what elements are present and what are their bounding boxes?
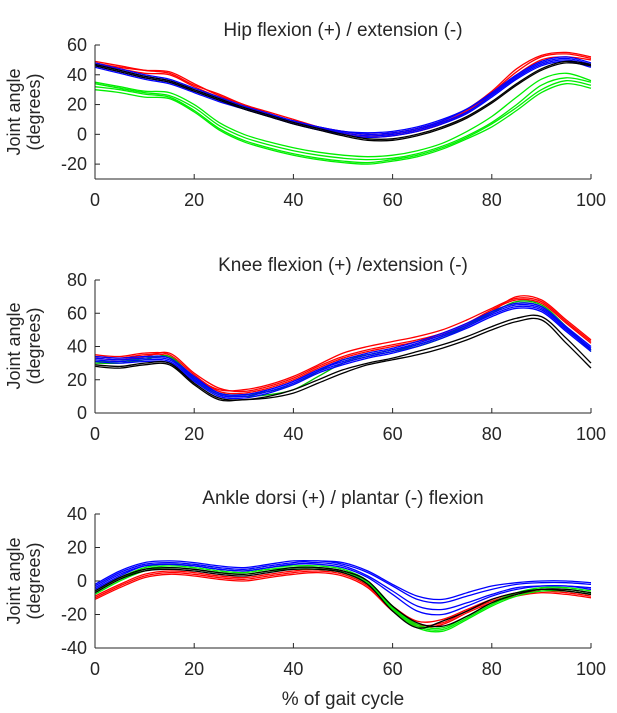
hip-x-tick-label: 80	[482, 190, 502, 210]
ankle-y-tick-label: 40	[67, 504, 87, 524]
ankle-x-tick-label: 80	[482, 659, 502, 679]
ankle-ylabel-line2: (degrees)	[24, 542, 44, 619]
ankle-red-trial-3-line	[94, 571, 592, 628]
knee-title: Knee flexion (+) /extension (-)	[218, 255, 468, 276]
ankle-green-trial-3-line	[94, 566, 592, 633]
ankle-blue-trial-2-line	[94, 559, 592, 601]
knee-blue-trial-1-line	[94, 303, 592, 396]
hip-x-tick-label: 100	[576, 190, 606, 210]
ankle-y-tick-label: 0	[77, 571, 87, 591]
knee-y-tick-label: 0	[77, 403, 87, 423]
ankle-x-tick-label: 40	[283, 659, 303, 679]
knee-ylabel: Joint angle (degrees)	[4, 302, 44, 389]
ankle-x-tick-label: 60	[383, 659, 403, 679]
ankle-y-tick-label: -20	[61, 605, 87, 625]
ankle-black-trial-1-line	[94, 566, 592, 628]
knee-lines	[94, 295, 592, 402]
hip-x-tick-label: 0	[90, 190, 100, 210]
ankle-x-tick-label: 0	[90, 659, 100, 679]
hip-green-trial-1-line	[94, 77, 592, 161]
knee-black-trial-1-line	[94, 314, 592, 401]
hip-red-trial-1-line	[94, 53, 592, 137]
hip-ylabel: Joint angle (degrees)	[4, 68, 44, 155]
ankle-black-trial-2-line	[94, 568, 592, 629]
hip-x-tick-label: 40	[283, 190, 303, 210]
ankle-x-tick-label: 100	[576, 659, 606, 679]
hip-ylabel-line2: (degrees)	[24, 73, 44, 150]
ankle-lines	[94, 559, 592, 633]
ankle-blue-trial-4-line	[94, 563, 592, 616]
knee-y-tick-label: 80	[67, 270, 87, 290]
knee-y-tick-label: 40	[67, 337, 87, 357]
knee-x-tick-label: 20	[184, 424, 204, 444]
knee-x-tick-label: 40	[283, 424, 303, 444]
ankle-ticks: 0 20 40 60 80 100 -40 -20 0 20 40	[61, 504, 606, 679]
knee-ylabel-line2: (degrees)	[24, 307, 44, 384]
ankle-ylabel: Joint angle (degrees)	[4, 537, 44, 624]
hip-red-trial-2-line	[94, 51, 592, 136]
ankle-panel: Ankle dorsi (+) / plantar (-) flexion Jo…	[4, 488, 606, 679]
hip-y-tick-label: 40	[67, 65, 87, 85]
knee-black-trial-2-line	[94, 317, 592, 402]
knee-panel: Knee flexion (+) /extension (-) Joint an…	[4, 255, 606, 444]
ankle-red-trial-1-line	[94, 570, 592, 627]
hip-panel: Hip flexion (+) / extension (-) Joint an…	[4, 20, 606, 210]
ankle-axes	[94, 514, 591, 649]
ankle-title: Ankle dorsi (+) / plantar (-) flexion	[202, 488, 483, 509]
knee-ylabel-line1: Joint angle	[4, 302, 24, 389]
ankle-y-tick-label: -40	[61, 638, 87, 658]
hip-ylabel-line1: Joint angle	[4, 68, 24, 155]
knee-red-trial-2-line	[94, 298, 592, 393]
hip-black-trial-2-line	[94, 62, 592, 142]
figure-xlabel: % of gait cycle	[282, 689, 405, 710]
hip-axes	[94, 45, 591, 180]
hip-green-trial-4-line	[94, 72, 592, 158]
hip-lines	[94, 51, 592, 165]
hip-x-tick-label: 60	[383, 190, 403, 210]
knee-x-tick-label: 60	[383, 424, 403, 444]
knee-y-tick-label: 20	[67, 370, 87, 390]
knee-blue-trial-3-line	[94, 302, 592, 396]
knee-x-tick-label: 0	[90, 424, 100, 444]
knee-ticks: 0 20 40 60 80 100 0 20 40 60 80	[67, 270, 606, 444]
hip-x-tick-label: 20	[184, 190, 204, 210]
knee-green-trial-1-line	[94, 300, 592, 398]
hip-y-tick-label: 20	[67, 95, 87, 115]
knee-y-tick-label: 60	[67, 303, 87, 323]
knee-x-tick-label: 80	[482, 424, 502, 444]
ankle-blue-trial-1-line	[94, 560, 592, 604]
knee-green-trial-2-line	[94, 302, 592, 396]
hip-y-tick-label: -20	[61, 154, 87, 174]
knee-blue-trial-2-line	[94, 305, 592, 398]
knee-red-trial-1-line	[94, 297, 592, 392]
ankle-ylabel-line1: Joint angle	[4, 537, 24, 624]
hip-title: Hip flexion (+) / extension (-)	[223, 20, 462, 41]
knee-x-tick-label: 100	[576, 424, 606, 444]
hip-green-trial-2-line	[94, 80, 592, 164]
hip-black-trial-1-line	[94, 60, 592, 140]
ankle-x-tick-label: 20	[184, 659, 204, 679]
knee-red-trial-3-line	[94, 295, 592, 395]
ankle-y-tick-label: 20	[67, 538, 87, 558]
hip-green-trial-3-line	[94, 83, 592, 165]
hip-y-tick-label: 60	[67, 35, 87, 55]
hip-y-tick-label: 0	[77, 124, 87, 144]
